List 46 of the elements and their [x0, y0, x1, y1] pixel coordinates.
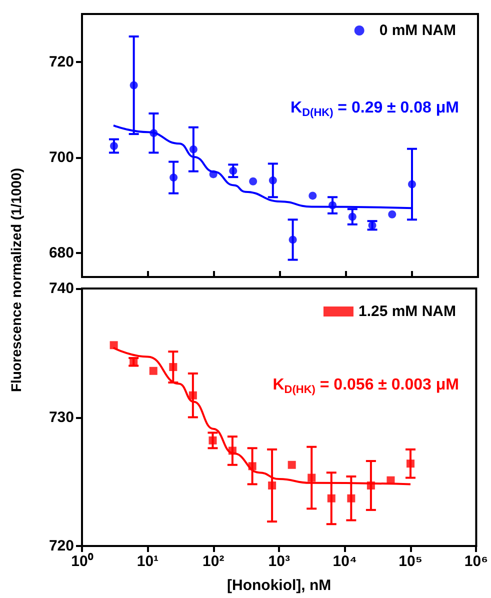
point — [150, 129, 158, 138]
point — [188, 391, 197, 400]
y-tick-label: 730 — [48, 408, 74, 426]
point — [229, 166, 238, 175]
x-tick-label: 10⁰ — [71, 552, 94, 570]
point — [208, 436, 217, 444]
point — [408, 180, 416, 188]
point — [209, 170, 218, 178]
point — [169, 363, 178, 372]
x-tick-label: 10⁶ — [464, 553, 488, 570]
point — [327, 494, 336, 502]
x-tick-label: 10⁴ — [332, 553, 357, 570]
point — [110, 142, 118, 150]
y-tick-label: 700 — [48, 148, 74, 166]
legend-label: 0 mM NAM — [379, 22, 456, 39]
point — [308, 474, 316, 482]
point — [170, 174, 178, 182]
point — [149, 366, 158, 375]
legend-label: 1.25 mM NAM — [358, 303, 456, 320]
y-tick-label: 740 — [48, 280, 74, 297]
x-tick-label: 10² — [202, 553, 224, 570]
point — [366, 481, 375, 490]
point — [249, 177, 258, 186]
point — [308, 192, 317, 200]
point — [189, 145, 198, 154]
point — [348, 212, 356, 221]
point — [288, 460, 296, 469]
point — [130, 81, 138, 90]
point — [248, 462, 256, 470]
point — [228, 446, 236, 455]
point — [110, 341, 118, 350]
point — [288, 236, 297, 244]
y-tick-label: 680 — [48, 244, 74, 262]
point — [388, 210, 396, 218]
point — [328, 201, 337, 210]
y-tick-label: 720 — [48, 53, 74, 70]
x-tick-label: 10¹ — [136, 553, 159, 570]
point — [347, 494, 356, 502]
x-axis-title: [Honokiol], nM — [227, 577, 332, 594]
x-tick-label: 10⁵ — [398, 553, 422, 570]
y-tick-label: 720 — [48, 538, 74, 554]
point — [406, 460, 415, 468]
x-tick-label: 10³ — [268, 553, 290, 570]
y-axis-title: Fluorescence normalized (1/1000) — [8, 168, 24, 392]
point — [268, 481, 276, 490]
point — [268, 176, 277, 184]
